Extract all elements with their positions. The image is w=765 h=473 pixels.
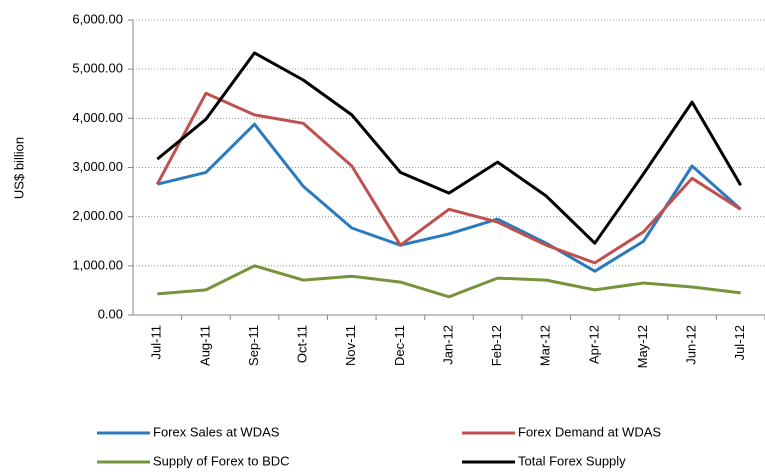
y-tick-label: 3,000.00	[72, 159, 123, 174]
legend-label: Forex Demand at WDAS	[518, 424, 661, 439]
x-tick-label: Mar-12	[538, 325, 553, 366]
line-series	[155, 91, 742, 265]
legend-label: Supply of Forex to BDC	[153, 453, 290, 468]
x-tick-label: Jul-11	[149, 325, 164, 359]
y-tick-label: 1,000.00	[72, 257, 123, 272]
legend-label: Total Forex Supply	[518, 453, 626, 468]
x-tick-label: Jul-12	[732, 325, 747, 360]
legend-label: Forex Sales at WDAS	[153, 424, 280, 439]
y-tick-label: 5,000.00	[72, 61, 123, 76]
x-tick-label: May-12	[635, 325, 650, 368]
x-tick-label: Sep-11	[246, 325, 261, 366]
x-tick-label: Jun-12	[684, 325, 699, 365]
x-tick-label: Nov-11	[343, 325, 358, 366]
y-tick-label: 2,000.00	[72, 208, 123, 223]
x-tick-label: Dec-11	[392, 325, 407, 366]
x-tick-label: Aug-11	[197, 325, 212, 366]
line-series	[156, 122, 742, 273]
x-tick-label: Oct-11	[295, 325, 310, 363]
line-series	[157, 264, 741, 299]
y-axis-label: US$ billion	[11, 137, 26, 199]
y-tick-label: 4,000.00	[72, 110, 123, 125]
y-tick-label: 6,000.00	[72, 11, 123, 26]
x-tick-label: Feb-12	[489, 325, 504, 366]
x-tick-label: Apr-12	[586, 325, 601, 364]
line-series	[156, 51, 742, 245]
x-tick-label: Jan-12	[440, 325, 455, 365]
y-tick-label: 0.00	[98, 306, 123, 321]
